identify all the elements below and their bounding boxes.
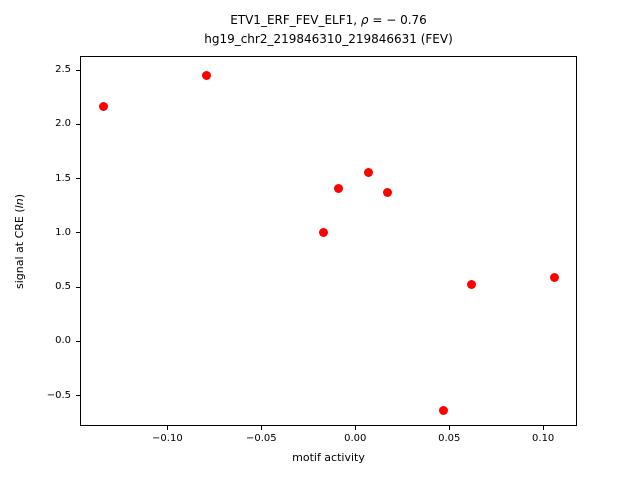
x-tick — [448, 426, 450, 430]
chart-title-line1: ETV1_ERF_FEV_ELF1, ρ = − 0.76 — [80, 11, 577, 30]
data-point — [382, 188, 392, 198]
data-point — [333, 183, 343, 193]
y-tick — [76, 340, 80, 342]
rho-symbol: ρ — [360, 13, 369, 27]
x-tick-label: 0.05 — [438, 433, 461, 444]
x-tick — [354, 426, 356, 430]
data-point — [363, 167, 373, 177]
y-tick-label: 1.5 — [55, 172, 71, 184]
y-tick-label: 0.5 — [55, 281, 71, 293]
y-tick-label: 2.5 — [55, 64, 71, 76]
title-text-prefix: ETV1_ERF_FEV_ELF1, — [230, 13, 361, 27]
data-point — [439, 406, 449, 416]
chart-title-line2: hg19_chr2_219846310_219846631 (FEV) — [204, 32, 453, 46]
data-point — [98, 102, 108, 112]
x-tick-label: −0.05 — [245, 433, 277, 444]
data-point — [467, 280, 477, 290]
title-correlation-value: = − 0.76 — [368, 13, 427, 27]
y-tick-label: −0.5 — [46, 389, 71, 401]
x-tick-label: 0.10 — [532, 433, 555, 444]
data-point — [549, 272, 559, 282]
x-tick — [542, 426, 544, 430]
x-tick-label: 0.00 — [344, 433, 367, 444]
x-axis-label: motif activity — [292, 451, 365, 464]
data-point — [202, 71, 212, 81]
y-tick — [76, 232, 80, 234]
y-tick — [76, 123, 80, 125]
y-tick-label: 2.0 — [55, 118, 71, 130]
y-axis-label-ln: ln — [12, 197, 26, 208]
plot-area — [80, 56, 577, 426]
data-point — [318, 228, 328, 238]
y-axis-label-box: signal at CRE (ln) — [8, 56, 30, 426]
y-axis-label-prefix: signal at CRE ( — [12, 207, 26, 289]
y-tick-label: 1.0 — [55, 226, 71, 238]
y-axis-label: signal at CRE (ln) — [13, 194, 26, 289]
x-tick — [260, 426, 262, 430]
x-tick — [166, 426, 168, 430]
y-tick — [76, 286, 80, 288]
y-axis-label-suffix: ) — [12, 193, 26, 198]
y-tick-label: 0.0 — [55, 335, 71, 347]
y-tick — [76, 69, 80, 71]
y-tick — [76, 178, 80, 180]
y-tick — [76, 395, 80, 397]
chart-title: ETV1_ERF_FEV_ELF1, ρ = − 0.76 hg19_chr2_… — [80, 11, 577, 49]
x-tick-label: −0.10 — [152, 433, 183, 444]
